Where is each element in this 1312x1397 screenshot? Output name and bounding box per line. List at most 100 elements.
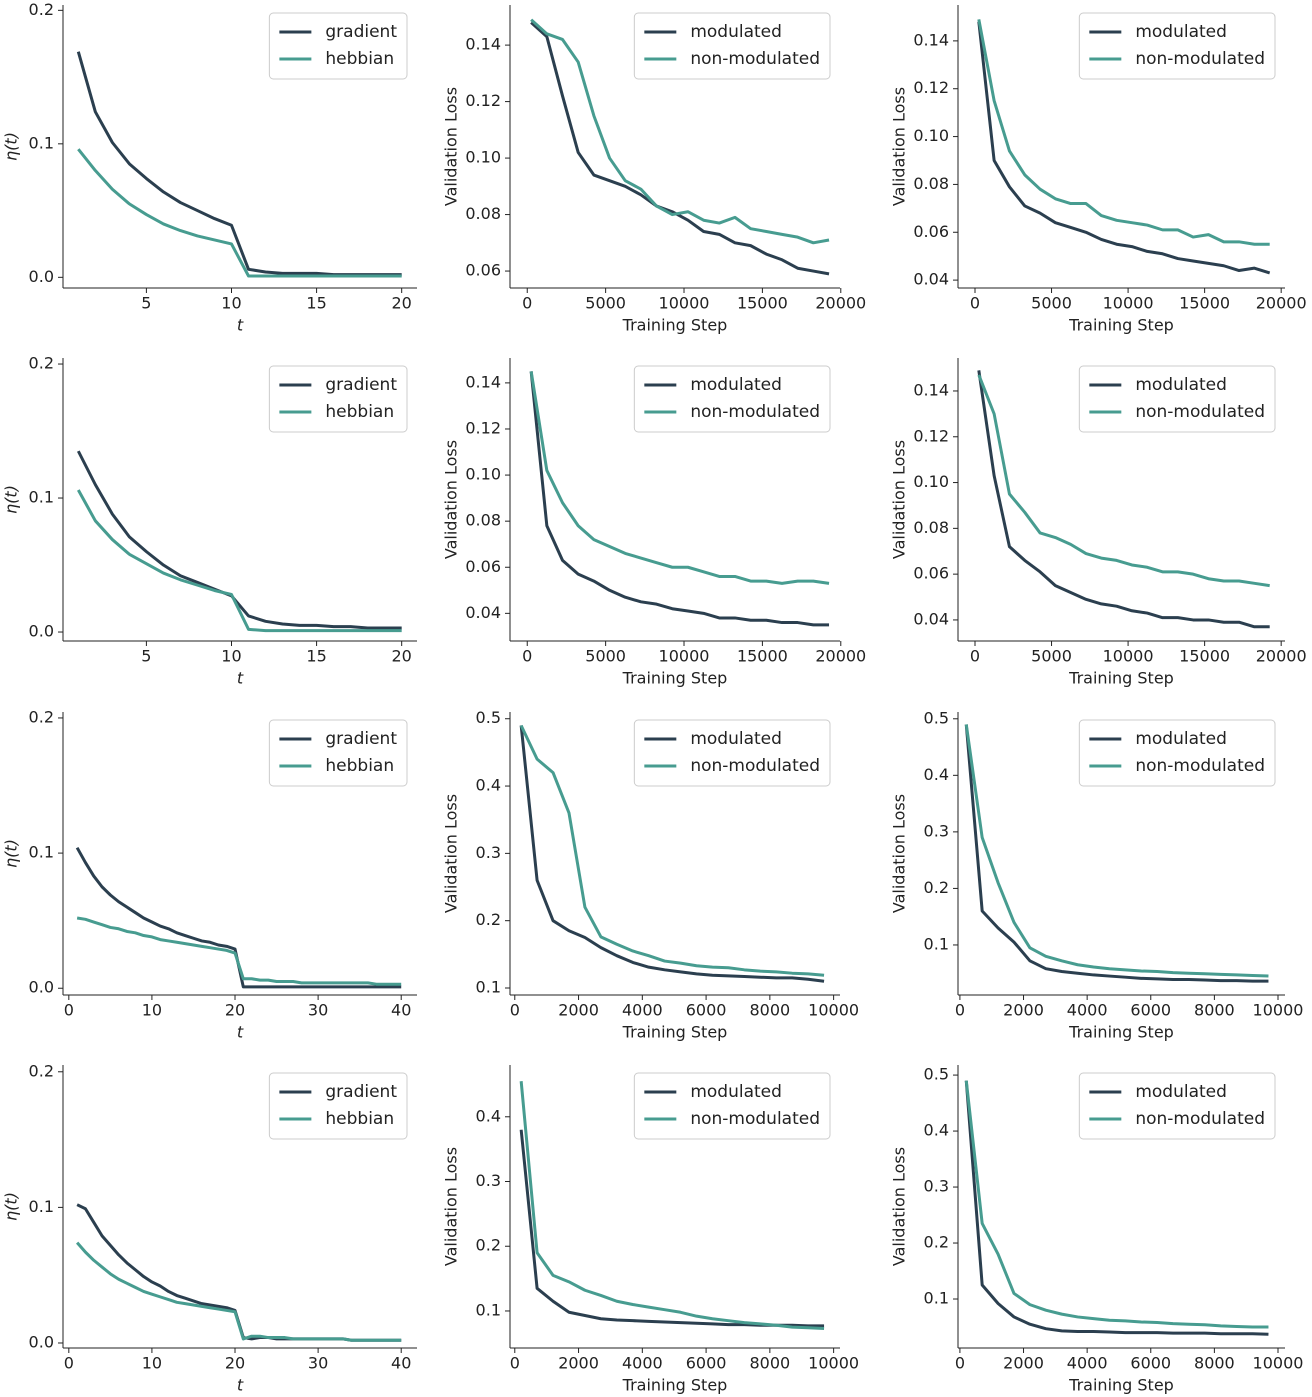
legend-label: gradient [325, 729, 397, 749]
legend-box [1078, 719, 1276, 787]
legend-box [268, 12, 408, 80]
x-tick-label: 20 [392, 647, 412, 666]
legend-label: modulated [690, 729, 782, 749]
legend-box [633, 365, 831, 433]
series-line [964, 724, 1269, 978]
legend-box [1078, 365, 1276, 433]
x-axis-label: Training Step [1068, 316, 1174, 335]
x-tick-label: 6000 [686, 1001, 727, 1020]
x-tick-label: 40 [391, 1354, 411, 1373]
y-tick-label: 0.1 [29, 488, 54, 507]
series-line [77, 148, 402, 278]
y-tick-label: 0.1 [29, 1197, 54, 1216]
legend: modulated non-modulated [1078, 719, 1276, 787]
legend-label: modulated [1135, 1082, 1227, 1102]
series-line [77, 489, 402, 633]
x-tick-label: 0 [955, 1001, 965, 1020]
series-line [977, 370, 1270, 629]
y-tick-label: 0.04 [465, 603, 501, 622]
x-tick-label: 5000 [1031, 294, 1072, 313]
legend-label: modulated [1135, 22, 1227, 42]
legend: gradient hebbian [268, 12, 408, 80]
y-axis-label: η(t) [2, 1192, 21, 1221]
x-tick-label: 20000 [815, 647, 866, 666]
x-tick-label: 20 [225, 1001, 245, 1020]
legend: modulated non-modulated [1078, 12, 1276, 80]
subplot: 0.1 0.2 0.3 0.4 0.5 0 2000 4000 6000 8000 10000 Tra… [890, 708, 1304, 1041]
legend-label: non-modulated [690, 1109, 820, 1129]
legend-label: modulated [690, 22, 782, 42]
x-axis-label: Training Step [1068, 669, 1174, 688]
x-tick-label: 0 [522, 294, 532, 313]
y-axis-label: Validation Loss [442, 794, 461, 913]
x-tick-label: 2000 [558, 1354, 599, 1373]
x-tick-label: 10000 [1253, 1001, 1304, 1020]
x-tick-label: 5000 [585, 294, 626, 313]
x-tick-label: 0 [64, 1001, 74, 1020]
x-tick-label: 0 [970, 647, 980, 666]
legend-label: modulated [1135, 729, 1227, 749]
y-tick-label: 0.06 [465, 261, 501, 280]
legend-label: hebbian [325, 49, 394, 69]
y-tick-label: 0.08 [465, 511, 501, 530]
legend: modulated non-modulated [633, 365, 831, 433]
x-tick-label: 0 [955, 1354, 965, 1373]
y-tick-label: 0.2 [924, 878, 949, 897]
series-line [977, 374, 1270, 588]
y-tick-label: 0.06 [913, 222, 949, 241]
legend-label: gradient [325, 22, 397, 42]
subplot: 0.06 0.08 0.10 0.12 0.14 0 5000 10000 15000 20000… [442, 5, 866, 335]
y-axis-label: Validation Loss [890, 794, 909, 913]
legend-box [1078, 1072, 1276, 1140]
legend-label: non-modulated [1135, 402, 1265, 422]
series-line [977, 19, 1270, 246]
x-tick-label: 8000 [749, 1001, 790, 1020]
subplot: 0.1 0.2 0.3 0.4 0.5 0 2000 4000 6000 8000 10000 Tra… [890, 1065, 1304, 1395]
x-tick-label: 10000 [659, 294, 710, 313]
legend-label: non-modulated [690, 756, 820, 776]
x-tick-label: 15 [306, 647, 326, 666]
x-tick-label: 5 [141, 294, 151, 313]
y-tick-label: 0.12 [913, 78, 949, 97]
legend-label: non-modulated [690, 402, 820, 422]
series-line [530, 18, 830, 245]
y-axis-label: Validation Loss [442, 1147, 461, 1266]
y-tick-label: 0.1 [476, 977, 501, 996]
subplot: 0.0 0.1 0.2 5 10 15 20 t η(t) gradient hebbian [2, 0, 417, 335]
y-tick-label: 0.06 [465, 557, 501, 576]
legend: modulated non-modulated [633, 1072, 831, 1140]
y-tick-label: 0.14 [913, 380, 949, 399]
x-axis-label: t [237, 316, 244, 335]
series-line [76, 450, 402, 630]
x-axis-label: Training Step [622, 669, 728, 688]
y-tick-label: 0.2 [476, 1236, 501, 1255]
x-axis-label: t [237, 1376, 244, 1395]
x-tick-label: 10000 [1103, 647, 1154, 666]
y-tick-label: 0.10 [465, 465, 501, 484]
x-axis-label: Training Step [1068, 1023, 1174, 1042]
x-axis-label: t [237, 1023, 244, 1042]
legend-box [633, 12, 831, 80]
x-tick-label: 20 [392, 294, 412, 313]
y-tick-label: 0.5 [476, 708, 501, 727]
x-axis-label: Training Step [622, 316, 728, 335]
y-axis-label: Validation Loss [890, 1147, 909, 1266]
x-tick-label: 15000 [737, 294, 788, 313]
legend: gradient hebbian [268, 719, 408, 787]
series-line [964, 1080, 1269, 1336]
x-tick-label: 0 [64, 1354, 74, 1373]
y-tick-label: 0.10 [913, 126, 949, 145]
x-tick-label: 30 [308, 1354, 328, 1373]
y-tick-label: 0.2 [29, 1061, 54, 1080]
x-tick-label: 15000 [1179, 647, 1230, 666]
x-tick-label: 2000 [558, 1001, 599, 1020]
x-tick-label: 20000 [815, 294, 866, 313]
y-tick-label: 0.08 [465, 204, 501, 223]
y-tick-label: 0.3 [924, 1177, 949, 1196]
series-line [964, 1080, 1269, 1329]
y-tick-label: 0.04 [913, 270, 949, 289]
y-tick-label: 0.04 [913, 609, 949, 628]
legend: modulated non-modulated [1078, 1072, 1276, 1140]
